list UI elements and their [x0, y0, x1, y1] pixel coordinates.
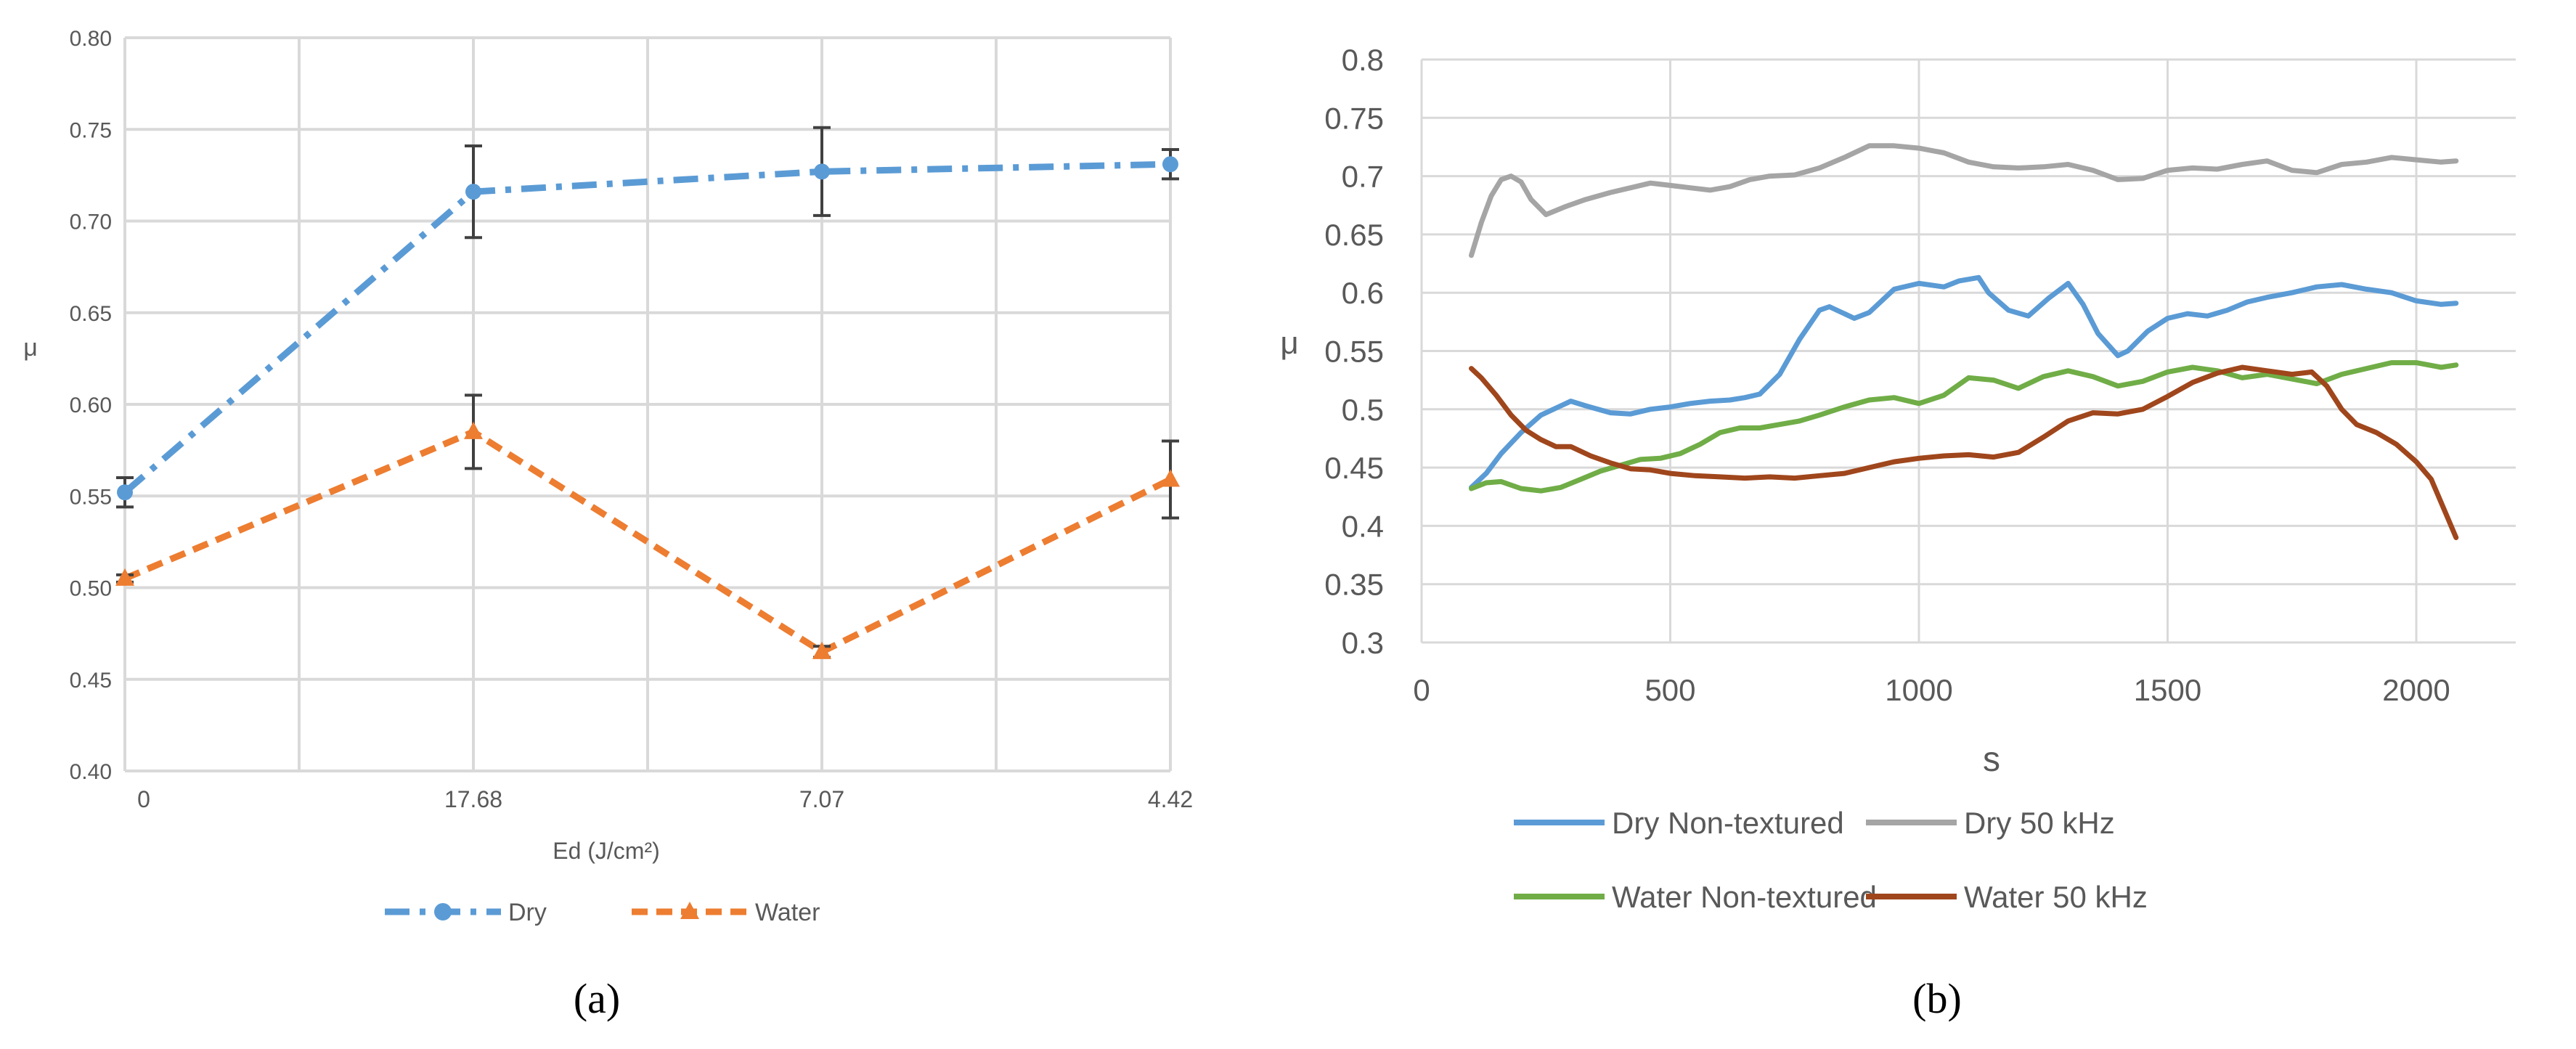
- chart-b-y-tick-0-65: 0.65: [1324, 218, 1384, 252]
- chart-a: 0.40 0.45 0.50 0.55 0.60 0.65 0.70 0.75 0.80 0 17…: [0, 0, 1296, 1022]
- chart-b-y-tick-0-3: 0.3: [1342, 626, 1384, 660]
- chart-a-y-tick-0-65: 0.65: [70, 302, 112, 326]
- chart-a-x-tick-17-68: 17.68: [444, 786, 502, 812]
- chart-a-legend-dry-marker: [434, 903, 452, 921]
- chart-b-x-axis-label: s: [1983, 740, 2000, 779]
- chart-b-y-tick-0-7: 0.7: [1342, 160, 1384, 194]
- chart-a-legend-water-label: Water: [755, 899, 820, 926]
- series-water-point-3: [1161, 469, 1180, 487]
- chart-b-y-tick-0-5: 0.5: [1342, 393, 1384, 427]
- chart-a-x-tick-4-42: 4.42: [1148, 786, 1193, 812]
- chart-b-x-tick-2000: 2000: [2382, 673, 2450, 707]
- chart-b-y-tick-0-35: 0.35: [1324, 568, 1384, 602]
- chart-a-y-tick-0-60: 0.60: [70, 393, 112, 417]
- series-water-point-0: [115, 568, 134, 586]
- chart-b-gridlines: [1420, 58, 2516, 644]
- chart-b-panel-label: (b): [1912, 975, 1962, 1022]
- series-water-non-textured-line: [1469, 360, 2459, 494]
- chart-a-y-axis-label: μ: [23, 334, 38, 362]
- chart-b-series-group: [1469, 143, 2459, 540]
- chart-b-x-tick-0: 0: [1413, 673, 1430, 707]
- chart-a-panel-label: (a): [574, 975, 620, 1022]
- chart-b-legend-dry-non-textured-label: Dry Non-textured: [1612, 806, 1844, 840]
- series-dry-point-2: [814, 163, 830, 180]
- chart-b-y-axis-label: μ: [1280, 325, 1298, 361]
- chart-a-y-tick-0-40: 0.40: [70, 760, 112, 784]
- series-water-50-khz-line: [1469, 364, 2459, 540]
- chart-a-y-tick-0-50: 0.50: [70, 577, 112, 601]
- chart-b-y-tick-0-8: 0.8: [1342, 43, 1384, 77]
- chart-a-series-group: [115, 126, 1180, 659]
- chart-b: 0.3 0.35 0.4 0.45 0.5 0.55 0.6 0.65 0.7 0.75 0.8 0…: [1280, 43, 2516, 1022]
- series-dry-point-1: [465, 184, 481, 200]
- chart-b-y-tick-0-6: 0.6: [1342, 276, 1384, 310]
- chart-a-y-tick-0-80: 0.80: [70, 27, 112, 51]
- chart-b-y-tick-0-55: 0.55: [1324, 335, 1384, 369]
- chart-a-x-axis-label: Ed (J/cm²): [553, 838, 660, 864]
- chart-a-y-tick-0-45: 0.45: [70, 669, 112, 693]
- chart-b-y-tick-0-45: 0.45: [1324, 451, 1384, 485]
- series-dry-point-0: [117, 484, 133, 501]
- series-dry-non-textured-line: [1469, 274, 2459, 490]
- chart-a-legend-water-marker: [680, 902, 699, 919]
- chart-b-legend-dry-50-khz-label: Dry 50 kHz: [1964, 806, 2115, 840]
- chart-b-x-tick-500: 500: [1644, 673, 1695, 707]
- chart-b-x-tick-1000: 1000: [1885, 673, 1952, 707]
- series-water-point-2: [812, 641, 831, 659]
- chart-a-y-tick-0-55: 0.55: [70, 485, 112, 509]
- chart-a-legend: Dry Water: [385, 899, 820, 926]
- chart-b-y-tick-labels: 0.3 0.35 0.4 0.45 0.5 0.55 0.6 0.65 0.7 0.75 0.8: [1324, 43, 1384, 660]
- chart-a-y-tick-0-75: 0.75: [70, 118, 112, 142]
- chart-a-x-tick-0: 0: [137, 786, 150, 812]
- chart-b-y-tick-0-4: 0.4: [1342, 509, 1384, 543]
- chart-b-y-tick-0-75: 0.75: [1324, 101, 1384, 135]
- chart-b-legend-water-50-khz-label: Water 50 kHz: [1964, 880, 2148, 914]
- chart-a-legend-dry-label: Dry: [508, 899, 547, 926]
- chart-a-gridlines: [123, 36, 1172, 772]
- chart-b-legend-water-non-textured-label: Water Non-textured: [1612, 880, 1877, 914]
- chart-a-y-tick-labels: 0.40 0.45 0.50 0.55 0.60 0.65 0.70 0.75 0.80: [70, 27, 112, 784]
- chart-b-legend: Dry Non-textured Dry 50 kHz Water Non-text…: [1514, 806, 2148, 914]
- series-water-point-1: [464, 421, 483, 439]
- chart-b-x-tick-labels: 0 500 1000 1500 2000: [1413, 673, 2450, 707]
- series-dry-line: [123, 160, 1171, 495]
- series-dry-point-3: [1162, 156, 1178, 173]
- chart-b-x-tick-1500: 1500: [2134, 673, 2201, 707]
- chart-a-x-tick-labels: 0 17.68 7.07 4.42: [137, 786, 1193, 812]
- series-dry-50-khz-line: [1469, 143, 2459, 258]
- chart-a-x-tick-7-07: 7.07: [799, 786, 844, 812]
- chart-a-y-tick-0-70: 0.70: [70, 211, 112, 234]
